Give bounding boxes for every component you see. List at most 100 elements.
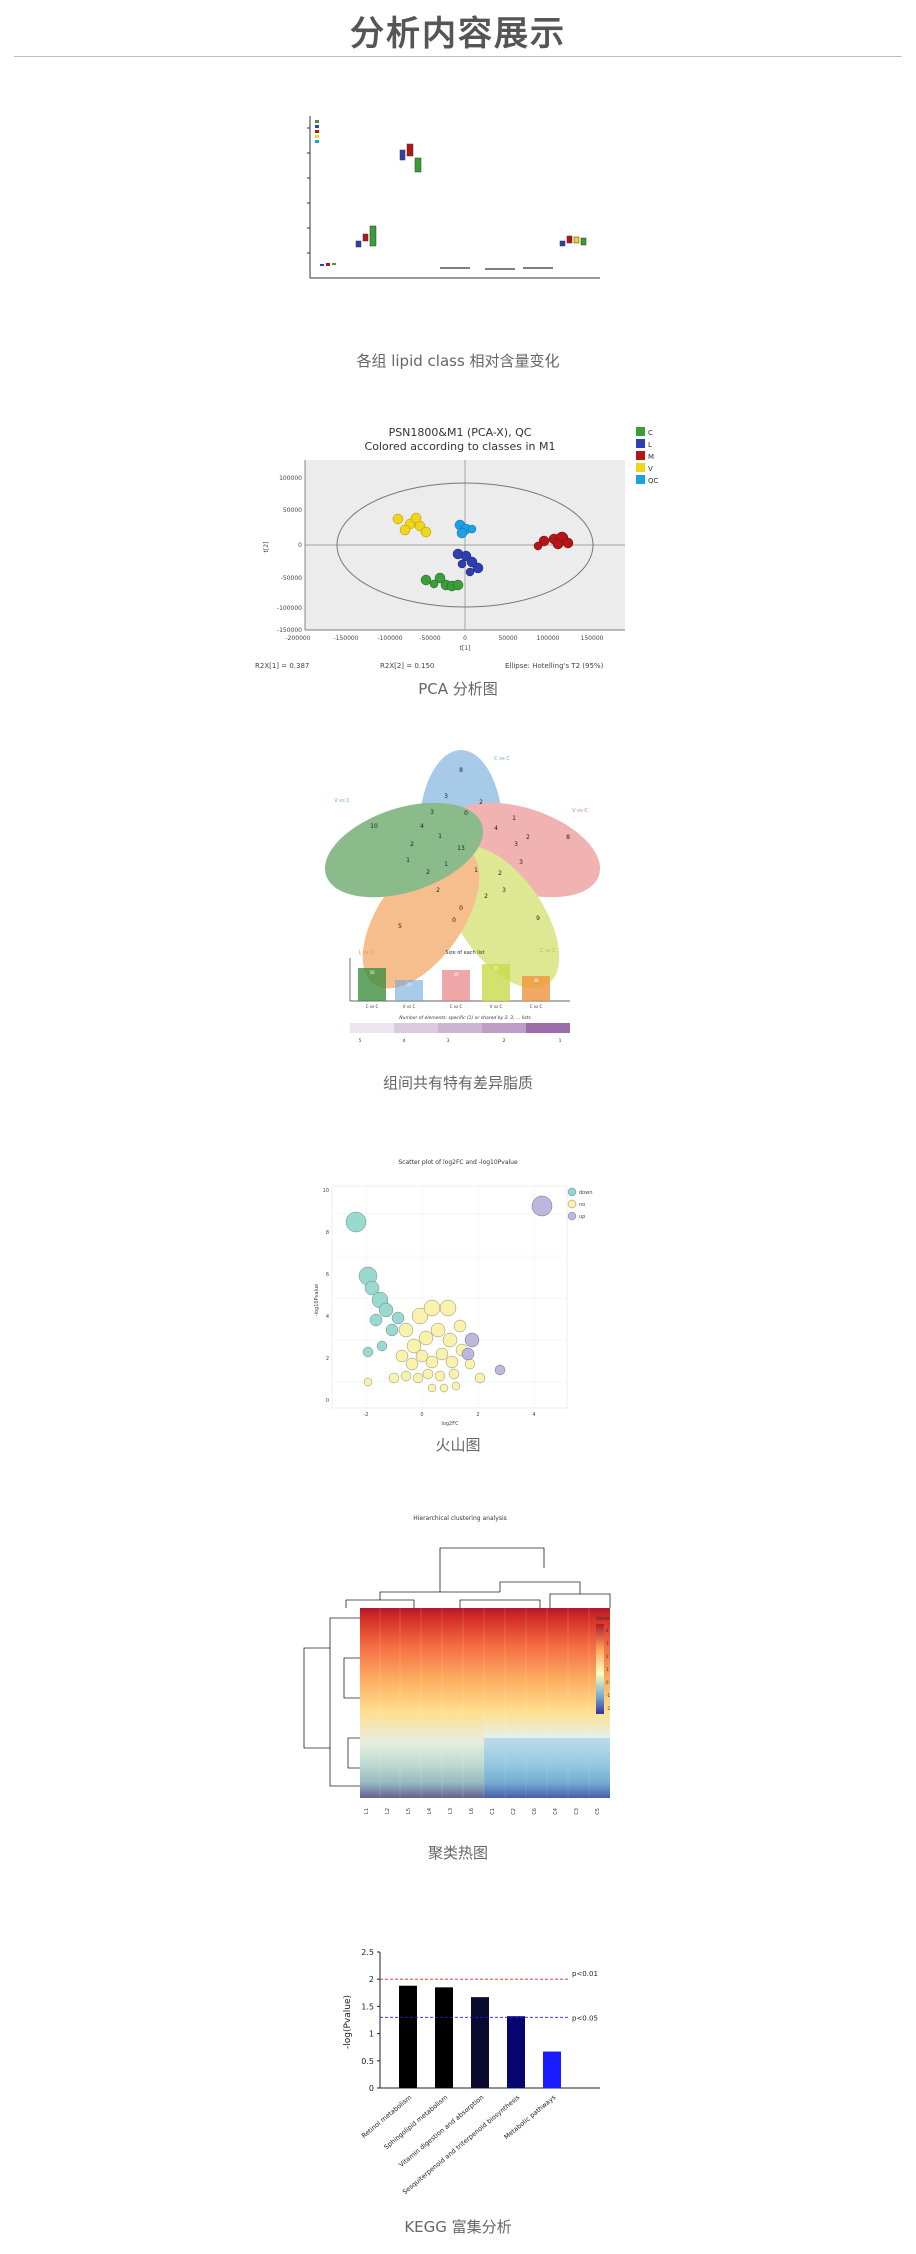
kegg-bar bbox=[543, 2051, 561, 2088]
svg-text:2: 2 bbox=[484, 893, 488, 900]
svg-text:M: M bbox=[648, 453, 654, 461]
svg-text:5: 5 bbox=[398, 923, 402, 930]
svg-text:50000: 50000 bbox=[498, 635, 517, 642]
svg-text:down: down bbox=[579, 1190, 593, 1196]
svg-text:C4: C4 bbox=[553, 1808, 559, 1815]
svg-text:t[1]: t[1] bbox=[460, 645, 471, 652]
svg-text:9: 9 bbox=[536, 915, 540, 922]
svg-text:C6: C6 bbox=[532, 1808, 538, 1815]
kegg-y-tick: 0 bbox=[369, 2084, 374, 2093]
venn-diagram: 8 10 8 9 5 13 3 2 1 2 3 4 2 1 2 0 2 3 2 … bbox=[324, 750, 601, 989]
svg-text:2: 2 bbox=[503, 1038, 506, 1044]
svg-text:no: no bbox=[579, 1202, 585, 1208]
svg-text:1: 1 bbox=[512, 815, 516, 822]
svg-text:2: 2 bbox=[426, 869, 430, 876]
kegg-y-label: -log(Pvalue) bbox=[343, 1995, 353, 2049]
pca-footer-left: R2X[1] = 0.387 bbox=[255, 662, 309, 670]
svg-text:t[2]: t[2] bbox=[263, 542, 270, 553]
svg-text:4: 4 bbox=[606, 1628, 609, 1633]
svg-text:C2: C2 bbox=[511, 1808, 517, 1815]
svg-text:-150000: -150000 bbox=[277, 627, 302, 634]
kegg-bar bbox=[399, 1985, 417, 2088]
svg-text:0: 0 bbox=[326, 1398, 329, 1404]
svg-text:-100000: -100000 bbox=[377, 635, 402, 642]
svg-text:2: 2 bbox=[479, 799, 483, 806]
page-title: 分析内容展示 bbox=[350, 14, 566, 54]
kegg-bar bbox=[507, 2016, 525, 2088]
svg-text:V vs C: V vs C bbox=[334, 798, 350, 804]
svg-text:C vs C: C vs C bbox=[540, 948, 556, 954]
svg-text:4: 4 bbox=[532, 1412, 535, 1418]
svg-text:1: 1 bbox=[474, 867, 478, 874]
svg-text:1: 1 bbox=[444, 861, 448, 868]
svg-text:V vs C: V vs C bbox=[403, 1004, 416, 1009]
svg-text:-50000: -50000 bbox=[281, 575, 302, 582]
svg-text:C3: C3 bbox=[574, 1808, 580, 1815]
svg-text:V vs C: V vs C bbox=[572, 808, 588, 814]
svg-text:4: 4 bbox=[326, 1314, 329, 1320]
svg-text:150000: 150000 bbox=[581, 635, 604, 642]
pca-footer-mid: R2X[2] = 0.150 bbox=[380, 662, 434, 670]
svg-text:2: 2 bbox=[326, 1356, 329, 1362]
svg-text:0: 0 bbox=[298, 542, 302, 549]
kegg-bar-chart: -log(Pvalue) 00.511.522.5 p<0.01p<0.05 R… bbox=[343, 1948, 600, 2196]
svg-text:50000: 50000 bbox=[283, 507, 302, 514]
svg-text:1: 1 bbox=[606, 1667, 609, 1672]
svg-text:L: L bbox=[648, 441, 652, 449]
svg-text:8: 8 bbox=[326, 1230, 329, 1236]
svg-text:log2FC: log2FC bbox=[441, 1421, 459, 1427]
svg-text:3: 3 bbox=[519, 859, 523, 866]
svg-text:50: 50 bbox=[369, 970, 375, 975]
svg-text:C vs C: C vs C bbox=[366, 1004, 379, 1009]
svg-text:3: 3 bbox=[444, 793, 448, 800]
pca-title-2: Colored according to classes in M1 bbox=[365, 440, 556, 453]
svg-text:4: 4 bbox=[494, 825, 498, 832]
svg-text:L vs C: L vs C bbox=[358, 950, 374, 956]
svg-text:2: 2 bbox=[498, 870, 502, 877]
svg-text:L5: L5 bbox=[406, 1808, 412, 1814]
svg-text:36: 36 bbox=[533, 978, 539, 983]
kegg-y-tick: 2 bbox=[369, 1975, 374, 1984]
svg-text:Value: Value bbox=[596, 1616, 610, 1622]
svg-text:8: 8 bbox=[459, 767, 463, 774]
svg-text:10: 10 bbox=[370, 823, 378, 830]
svg-text:L2: L2 bbox=[385, 1808, 391, 1814]
svg-text:13: 13 bbox=[457, 845, 465, 852]
kegg-y-tick: 2.5 bbox=[361, 1948, 374, 1957]
caption-heatmap: 聚类热图 bbox=[427, 1844, 488, 1862]
svg-text:-150000: -150000 bbox=[333, 635, 358, 642]
svg-text:C vs C: C vs C bbox=[530, 1004, 543, 1009]
caption-kegg: KEGG 富集分析 bbox=[404, 2218, 512, 2236]
svg-text:8: 8 bbox=[566, 834, 570, 841]
title-divider bbox=[14, 56, 902, 57]
pca-legend: C L M V QC bbox=[636, 427, 659, 485]
svg-text:0: 0 bbox=[463, 635, 467, 642]
svg-text:-100000: -100000 bbox=[277, 605, 302, 612]
svg-text:3: 3 bbox=[606, 1641, 609, 1646]
svg-text:-2: -2 bbox=[606, 1706, 610, 1711]
svg-text:L1: L1 bbox=[364, 1808, 370, 1814]
kegg-y-tick: 1 bbox=[369, 2030, 374, 2039]
svg-text:L4: L4 bbox=[427, 1808, 433, 1814]
svg-text:1: 1 bbox=[438, 833, 442, 840]
svg-text:3: 3 bbox=[447, 1038, 450, 1044]
svg-text:4: 4 bbox=[403, 1038, 406, 1044]
svg-text:Size of each list: Size of each list bbox=[445, 950, 484, 956]
svg-text:100000: 100000 bbox=[279, 475, 302, 482]
svg-text:C1: C1 bbox=[490, 1808, 496, 1815]
svg-text:1: 1 bbox=[406, 857, 410, 864]
svg-text:10: 10 bbox=[323, 1188, 329, 1194]
svg-text:2: 2 bbox=[526, 834, 530, 841]
kegg-reference-label: p<0.05 bbox=[572, 2014, 598, 2022]
svg-text:46: 46 bbox=[453, 972, 459, 977]
volcano-plot: Scatter plot of log2FC and -log10Pvalue … bbox=[314, 1159, 593, 1427]
svg-text:3: 3 bbox=[502, 887, 506, 894]
svg-text:3: 3 bbox=[430, 809, 434, 816]
svg-text:3: 3 bbox=[514, 841, 518, 848]
pca-footer-right: Ellipse: Hotelling's T2 (95%) bbox=[505, 662, 604, 670]
svg-text:0: 0 bbox=[452, 917, 456, 924]
svg-text:-log10Pvalue: -log10Pvalue bbox=[314, 1284, 320, 1316]
svg-text:0: 0 bbox=[464, 810, 468, 817]
venn-size-bars: Size of each list 50 33 46 55 36 C vs C … bbox=[349, 950, 570, 1044]
svg-text:V: V bbox=[648, 465, 653, 473]
